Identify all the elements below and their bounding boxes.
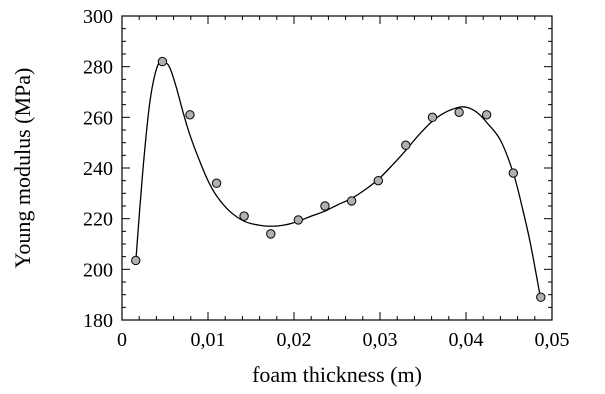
data-point xyxy=(211,178,222,188)
y-tick-label: 240 xyxy=(83,158,113,180)
y-tick-label: 260 xyxy=(83,107,113,129)
x-tick-label: 0,05 xyxy=(535,329,570,351)
data-point xyxy=(508,168,518,178)
data-point xyxy=(157,56,168,67)
y-tick-label: 280 xyxy=(83,57,113,79)
data-point xyxy=(454,107,464,117)
y-tick-label: 220 xyxy=(83,209,113,231)
data-point xyxy=(481,110,492,120)
data-point xyxy=(239,211,249,221)
data-point xyxy=(427,112,438,123)
x-tick-label: 0,04 xyxy=(449,329,484,351)
data-point xyxy=(293,215,303,225)
x-tick-label: 0,01 xyxy=(191,329,226,351)
y-tick-label: 300 xyxy=(83,6,113,28)
y-tick-label: 200 xyxy=(83,259,113,281)
data-point xyxy=(131,255,141,266)
data-points-layer xyxy=(131,56,546,302)
axes: 0 0,01 0,02 0,03 0,04 0,05 180 200 220 240 260 280 3… xyxy=(83,6,570,351)
y-tick-label: 180 xyxy=(83,310,113,332)
data-point xyxy=(373,175,383,186)
data-point xyxy=(536,292,546,302)
data-point xyxy=(346,196,357,206)
data-point xyxy=(185,110,195,120)
plot-frame xyxy=(121,15,553,321)
data-point xyxy=(266,229,276,239)
y-axis-label: Young modulus (MPa) xyxy=(10,68,35,269)
x-axis-label: foam thickness (m) xyxy=(252,362,422,387)
data-point xyxy=(320,201,330,211)
x-tick-label: 0,02 xyxy=(277,329,312,351)
data-point xyxy=(401,140,411,150)
x-tick-label: 0 xyxy=(117,329,127,351)
fit-curve-layer xyxy=(135,60,542,300)
fit-curve xyxy=(135,60,542,300)
x-tick-label: 0,03 xyxy=(363,329,398,351)
